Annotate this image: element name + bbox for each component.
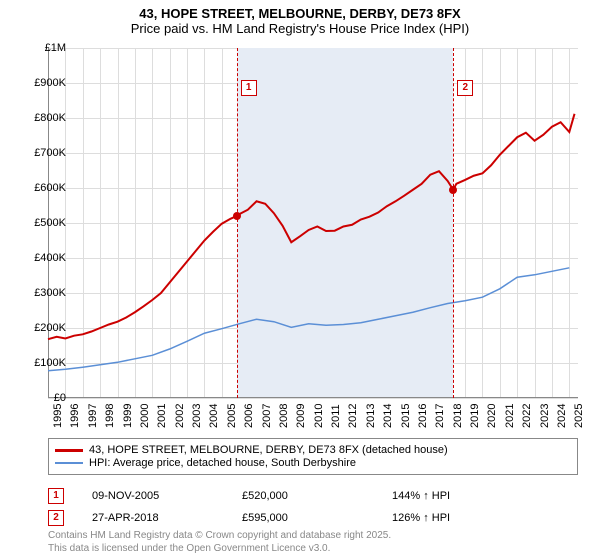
sale-record-row: 2 27-APR-2018 £595,000 126% ↑ HPI [48,510,578,526]
x-axis-tick-label: 2010 [313,404,325,428]
x-axis-tick-label: 2006 [243,404,255,428]
legend-label: 43, HOPE STREET, MELBOURNE, DERBY, DE73 … [89,444,448,456]
y-axis-tick-label: £500K [20,217,66,229]
grid-line-h [48,398,578,399]
sale-marker-dot [233,212,241,220]
x-axis-tick-label: 2002 [174,404,186,428]
x-axis-tick-label: 2005 [226,404,238,428]
y-axis-tick-label: £600K [20,182,66,194]
chart-subtitle: Price paid vs. HM Land Registry's House … [0,21,600,36]
sale-marker-line [453,48,454,398]
sale-marker-number: 1 [241,80,257,96]
sale-marker-dot [449,186,457,194]
x-axis-tick-label: 2020 [486,404,498,428]
attribution: Contains HM Land Registry data © Crown c… [48,530,578,555]
x-axis-tick-label: 2018 [452,404,464,428]
y-axis-tick-label: £200K [20,322,66,334]
x-axis-tick-label: 2022 [521,404,533,428]
x-axis-tick-label: 2025 [573,404,585,428]
x-axis-tick-label: 2023 [539,404,551,428]
series-line [48,268,569,371]
x-axis-tick-label: 2021 [504,404,516,428]
attribution-line: Contains HM Land Registry data © Crown c… [48,530,578,543]
x-axis-tick-label: 2019 [469,404,481,428]
y-axis-tick-label: £300K [20,287,66,299]
x-axis-tick-label: 2015 [400,404,412,428]
y-axis-tick-label: £400K [20,252,66,264]
x-axis-tick-label: 2004 [208,404,220,428]
chart-lines [48,48,578,398]
chart-title: 43, HOPE STREET, MELBOURNE, DERBY, DE73 … [0,6,600,21]
legend-label: HPI: Average price, detached house, Sout… [89,457,356,469]
x-axis-tick-label: 2003 [191,404,203,428]
sale-date: 27-APR-2018 [92,512,242,524]
legend-row: 43, HOPE STREET, MELBOURNE, DERBY, DE73 … [55,444,571,456]
x-axis-tick-label: 2000 [139,404,151,428]
x-axis-tick-label: 2008 [278,404,290,428]
legend-row: HPI: Average price, detached house, Sout… [55,457,571,469]
x-axis-tick-label: 1999 [122,404,134,428]
x-axis-tick-label: 2014 [382,404,394,428]
y-axis-tick-label: £900K [20,77,66,89]
x-axis-tick-label: 2009 [295,404,307,428]
sale-record-row: 1 09-NOV-2005 £520,000 144% ↑ HPI [48,488,578,504]
y-axis-tick-label: £0 [20,392,66,404]
sale-price: £520,000 [242,490,392,502]
y-axis-tick-label: £800K [20,112,66,124]
sale-number-box: 1 [48,488,64,504]
sale-number-box: 2 [48,510,64,526]
x-axis-tick-label: 2012 [347,404,359,428]
sale-vs-hpi: 126% ↑ HPI [392,512,542,524]
x-axis-tick-label: 2013 [365,404,377,428]
y-axis-tick-label: £700K [20,147,66,159]
sale-marker-line [237,48,238,398]
x-axis-tick-label: 2017 [434,404,446,428]
legend-swatch [55,462,83,464]
y-axis-tick-label: £100K [20,357,66,369]
x-axis-tick-label: 2001 [156,404,168,428]
y-axis-tick-label: £1M [20,42,66,54]
sale-marker-number: 2 [457,80,473,96]
series-line [48,114,575,339]
legend: 43, HOPE STREET, MELBOURNE, DERBY, DE73 … [48,438,578,475]
legend-swatch [55,449,83,452]
x-axis-tick-label: 2011 [330,404,342,428]
sale-price: £595,000 [242,512,392,524]
x-axis-tick-label: 2024 [556,404,568,428]
x-axis-tick-label: 1995 [52,404,64,428]
x-axis-tick-label: 1998 [104,404,116,428]
x-axis-tick-label: 2016 [417,404,429,428]
attribution-line: This data is licensed under the Open Gov… [48,543,578,556]
sale-vs-hpi: 144% ↑ HPI [392,490,542,502]
x-axis-tick-label: 2007 [261,404,273,428]
sale-date: 09-NOV-2005 [92,490,242,502]
x-axis-tick-label: 1996 [69,404,81,428]
x-axis-tick-label: 1997 [87,404,99,428]
